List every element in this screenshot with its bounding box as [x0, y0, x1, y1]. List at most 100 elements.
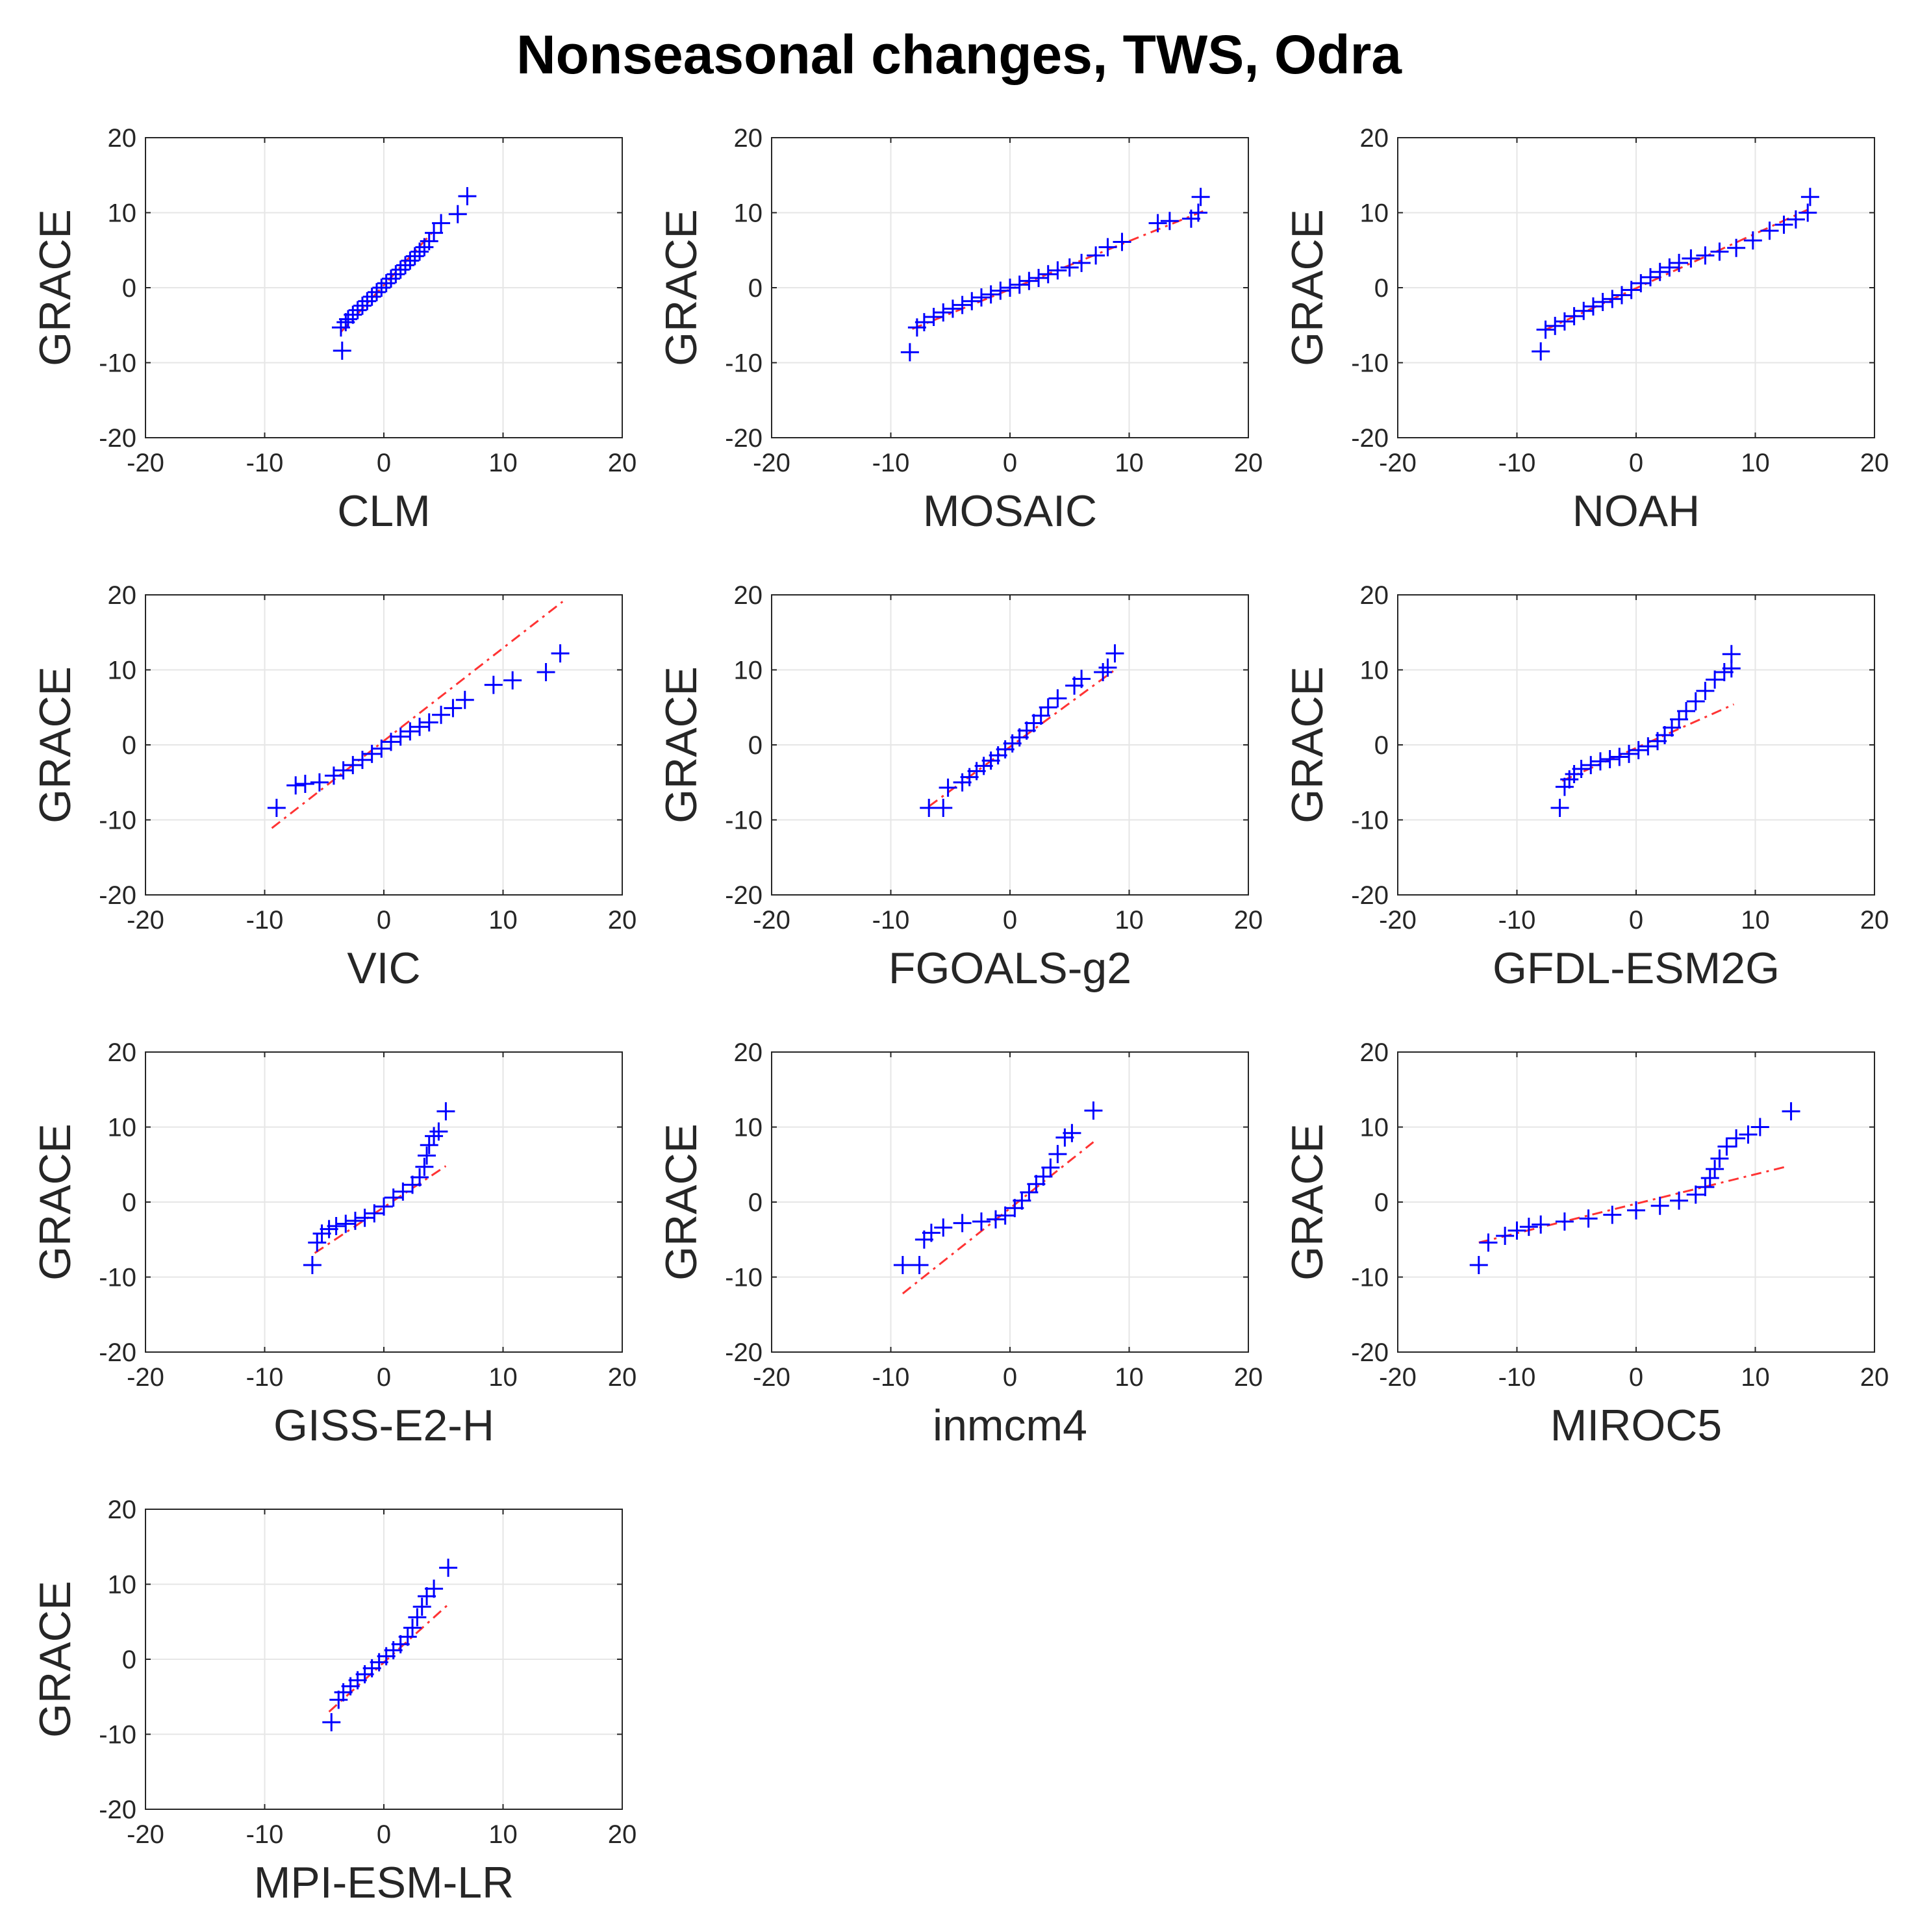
x-tick-label: -20 — [127, 1363, 164, 1392]
y-tick-label: 20 — [108, 581, 137, 610]
y-tick-label: 10 — [1360, 1114, 1389, 1142]
y-tick-label: -10 — [1351, 807, 1389, 835]
data-point — [410, 1168, 429, 1186]
data-point — [308, 1233, 327, 1252]
data-point — [355, 1209, 374, 1227]
data-point — [1536, 320, 1555, 339]
data-point — [444, 699, 462, 718]
data-point — [922, 1223, 940, 1242]
x-tick-label: 0 — [1629, 1363, 1643, 1392]
data-point — [1603, 290, 1622, 308]
data-point — [1532, 342, 1550, 361]
x-axis-label: MOSAIC — [923, 486, 1097, 536]
x-tick-label: 10 — [1115, 449, 1144, 477]
data-point — [362, 287, 381, 306]
subplot-clm: -20 -10 0 10 20 -20 -10 0 10 20 CLM GRACE — [31, 124, 637, 536]
data-point — [1105, 644, 1124, 663]
y-tick-label: -10 — [725, 1264, 763, 1292]
fit-line — [328, 1603, 449, 1712]
data-point — [386, 265, 405, 284]
data-point — [432, 705, 451, 724]
data-point — [1686, 1185, 1705, 1204]
data-point — [372, 739, 391, 758]
data-point — [981, 285, 1000, 304]
data-point — [1560, 770, 1579, 789]
data-point — [1039, 265, 1057, 284]
y-axis-label: GRACE — [31, 666, 80, 823]
data-point — [1641, 268, 1660, 286]
fit-line — [271, 601, 564, 829]
data-point — [303, 1256, 322, 1275]
data-point — [1717, 1137, 1736, 1156]
data-point — [1639, 737, 1658, 756]
data-point — [1020, 271, 1039, 290]
data-point — [934, 1218, 953, 1237]
data-point — [432, 214, 451, 232]
data-point — [1546, 316, 1565, 335]
data-point — [425, 1127, 444, 1146]
data-point — [1800, 188, 1819, 207]
data-point — [420, 713, 438, 732]
x-tick-label: -10 — [246, 1363, 284, 1392]
data-point — [1148, 214, 1167, 232]
data-point — [420, 232, 438, 251]
y-tick-label: -10 — [725, 349, 763, 378]
data-point — [1627, 1201, 1645, 1220]
data-point — [1574, 301, 1593, 320]
y-tick-label: -10 — [725, 807, 763, 835]
x-axis-label: MPI-ESM-LR — [254, 1858, 514, 1907]
data-point — [1098, 238, 1117, 257]
data-point — [484, 675, 503, 694]
y-tick-label: -20 — [725, 1338, 763, 1367]
y-tick-label: 10 — [108, 1571, 137, 1600]
data-point — [436, 1102, 455, 1121]
data-point — [1743, 231, 1762, 250]
data-point — [1710, 1149, 1729, 1168]
data-point — [1020, 1183, 1039, 1201]
x-tick-label: 0 — [377, 449, 391, 477]
x-axis-label: VIC — [347, 944, 420, 993]
data-point — [333, 342, 351, 360]
y-tick-label: 0 — [1374, 731, 1389, 760]
data-point — [1600, 749, 1619, 768]
data-point — [410, 242, 429, 261]
x-tick-label: -20 — [753, 449, 790, 477]
y-tick-label: 20 — [1360, 581, 1389, 610]
data-point — [391, 727, 410, 746]
data-point — [1579, 1209, 1598, 1228]
x-tick-label: 10 — [488, 906, 518, 935]
data-point — [1727, 238, 1746, 257]
data-point — [1027, 1175, 1046, 1194]
x-tick-label: 0 — [1003, 906, 1017, 935]
data-point — [1034, 1167, 1053, 1186]
x-tick-label: 10 — [1115, 1363, 1144, 1392]
data-point — [1072, 670, 1091, 688]
data-point — [1622, 281, 1641, 299]
data-point — [1663, 718, 1682, 737]
y-tick-label: 20 — [734, 581, 763, 610]
data-point — [1593, 292, 1612, 311]
data-point — [439, 1559, 458, 1577]
x-tick-label: -20 — [753, 906, 790, 935]
y-axis-label: GRACE — [1283, 209, 1332, 366]
x-tick-label: 0 — [1003, 449, 1017, 477]
data-point — [1727, 1129, 1746, 1148]
figure-title: Nonseasonal changes, TWS, Odra — [516, 24, 1402, 85]
data-point — [334, 761, 353, 780]
data-point — [398, 1627, 417, 1646]
data-point — [1017, 721, 1036, 740]
y-axis-label: GRACE — [31, 1581, 80, 1738]
y-axis-label: GRACE — [31, 209, 80, 366]
data-point — [939, 778, 957, 797]
data-point — [329, 1690, 348, 1709]
data-point — [1001, 279, 1019, 297]
subplot-miroc5: -20 -10 0 10 20 -20 -10 0 10 20 MIROC5 GRACE — [1283, 1038, 1889, 1450]
x-tick-label: 0 — [1629, 449, 1643, 477]
data-point — [1055, 1128, 1074, 1147]
x-tick-label: 10 — [1115, 906, 1144, 935]
x-axis-label: NOAH — [1572, 486, 1700, 536]
data-point — [382, 270, 401, 288]
data-point — [1519, 1218, 1538, 1236]
fit-line — [1545, 208, 1808, 331]
data-point — [1696, 1177, 1715, 1196]
